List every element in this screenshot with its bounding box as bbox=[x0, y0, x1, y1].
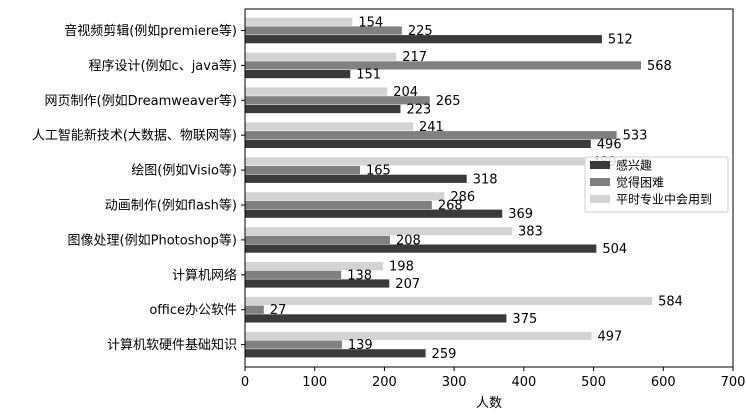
bar bbox=[245, 244, 597, 253]
bar-value-label: 504 bbox=[602, 242, 627, 257]
bar-value-label: 165 bbox=[366, 164, 391, 179]
bar-value-label: 225 bbox=[408, 24, 433, 39]
bar bbox=[245, 35, 602, 44]
bar bbox=[245, 235, 391, 244]
category-label: 计算机网络 bbox=[172, 267, 237, 283]
category-label: office办公软件 bbox=[149, 303, 237, 318]
bar-value-label: 223 bbox=[406, 103, 431, 118]
legend-box bbox=[584, 156, 729, 213]
x-tick-label: 100 bbox=[302, 375, 327, 390]
bar-value-label: 138 bbox=[347, 268, 372, 283]
category-label: 图像处理(例如Photoshop等) bbox=[68, 232, 237, 248]
x-tick-label: 600 bbox=[651, 375, 676, 390]
bar-value-label: 568 bbox=[647, 59, 672, 74]
bar bbox=[245, 331, 592, 340]
x-ticks-layer: 0 100 200 300 400 500 600 700 bbox=[241, 367, 746, 390]
bar-value-label: 207 bbox=[395, 277, 420, 292]
bar bbox=[245, 61, 641, 70]
bar-value-label: 383 bbox=[518, 225, 543, 240]
plot-frame bbox=[244, 8, 734, 368]
category-label: 程序设计(例如c、java等) bbox=[88, 58, 237, 74]
bar-value-label: 512 bbox=[608, 33, 633, 48]
bar bbox=[245, 349, 426, 358]
legend-entry: 感兴趣 bbox=[616, 158, 652, 173]
bar bbox=[245, 104, 401, 114]
bar bbox=[245, 200, 432, 210]
bar bbox=[245, 262, 384, 271]
category-label: 绘图(例如Visio等) bbox=[131, 163, 237, 179]
bar-value-label: 204 bbox=[393, 85, 418, 100]
legend-swatch bbox=[590, 161, 610, 169]
bar bbox=[245, 227, 513, 236]
legend-swatch bbox=[590, 178, 610, 186]
x-tick-label: 700 bbox=[721, 375, 746, 390]
x-tick-label: 500 bbox=[581, 375, 606, 390]
category-label: 人工智能新技术(大数据、物联网等) bbox=[32, 128, 237, 144]
bar bbox=[245, 70, 351, 79]
bar-value-label: 208 bbox=[396, 233, 421, 248]
legend-swatch bbox=[590, 195, 610, 203]
bar-value-label: 375 bbox=[512, 312, 537, 327]
bar-value-label: 497 bbox=[597, 329, 622, 344]
bar bbox=[245, 131, 617, 140]
x-tick-label: 400 bbox=[511, 375, 536, 390]
legend-entry: 平时专业中会用到 bbox=[616, 192, 712, 207]
category-label: 计算机软硬件基础知识 bbox=[107, 337, 237, 353]
bar bbox=[245, 157, 586, 166]
bar bbox=[245, 96, 430, 105]
x-tick-label: 300 bbox=[442, 375, 467, 390]
x-tick-label: 0 bbox=[241, 375, 249, 390]
legend-entry: 觉得困难 bbox=[616, 175, 664, 190]
bar bbox=[245, 314, 507, 323]
bar bbox=[245, 17, 353, 26]
bar-value-label: 241 bbox=[419, 120, 444, 135]
bar-value-label: 27 bbox=[270, 303, 287, 318]
bar bbox=[245, 340, 342, 349]
category-label: 网页制作(例如Dreamweaver等) bbox=[45, 93, 237, 109]
category-label: 动画制作(例如flash等) bbox=[105, 198, 237, 214]
bar bbox=[245, 279, 390, 288]
bar bbox=[245, 174, 467, 183]
bar-value-label: 217 bbox=[402, 50, 427, 65]
bar-value-label: 318 bbox=[473, 172, 498, 187]
bar-value-label: 154 bbox=[358, 15, 383, 30]
category-label: 音视频剪辑(例如premiere等) bbox=[64, 23, 237, 39]
bar bbox=[245, 192, 445, 201]
bar bbox=[245, 87, 388, 96]
bar-value-label: 496 bbox=[597, 137, 622, 152]
bar bbox=[245, 296, 653, 306]
bar bbox=[245, 52, 397, 61]
bar-value-label: 268 bbox=[438, 199, 463, 214]
bar bbox=[245, 122, 414, 131]
bar-value-label: 198 bbox=[389, 260, 414, 275]
bar-value-label: 139 bbox=[348, 338, 373, 353]
bar bbox=[245, 305, 264, 314]
bar-value-label: 151 bbox=[356, 68, 381, 83]
bar bbox=[245, 209, 503, 218]
bar-value-label: 265 bbox=[436, 94, 461, 109]
bar bbox=[245, 166, 361, 175]
bar-value-label: 286 bbox=[450, 190, 475, 205]
bar-value-label: 584 bbox=[658, 295, 683, 310]
bar bbox=[245, 139, 591, 148]
bar-value-label: 259 bbox=[432, 347, 457, 362]
bar-value-label: 369 bbox=[508, 207, 533, 222]
bar-value-label: 533 bbox=[623, 129, 648, 144]
bars-layer bbox=[245, 17, 653, 358]
bar bbox=[245, 26, 402, 35]
category-labels-layer: 音视频剪辑(例如premiere等) 程序设计(例如c、java等) 网页制作(例如… bbox=[32, 23, 245, 353]
x-tick-label: 200 bbox=[372, 375, 397, 390]
x-axis-label: 人数 bbox=[476, 396, 502, 411]
bar bbox=[245, 270, 342, 279]
